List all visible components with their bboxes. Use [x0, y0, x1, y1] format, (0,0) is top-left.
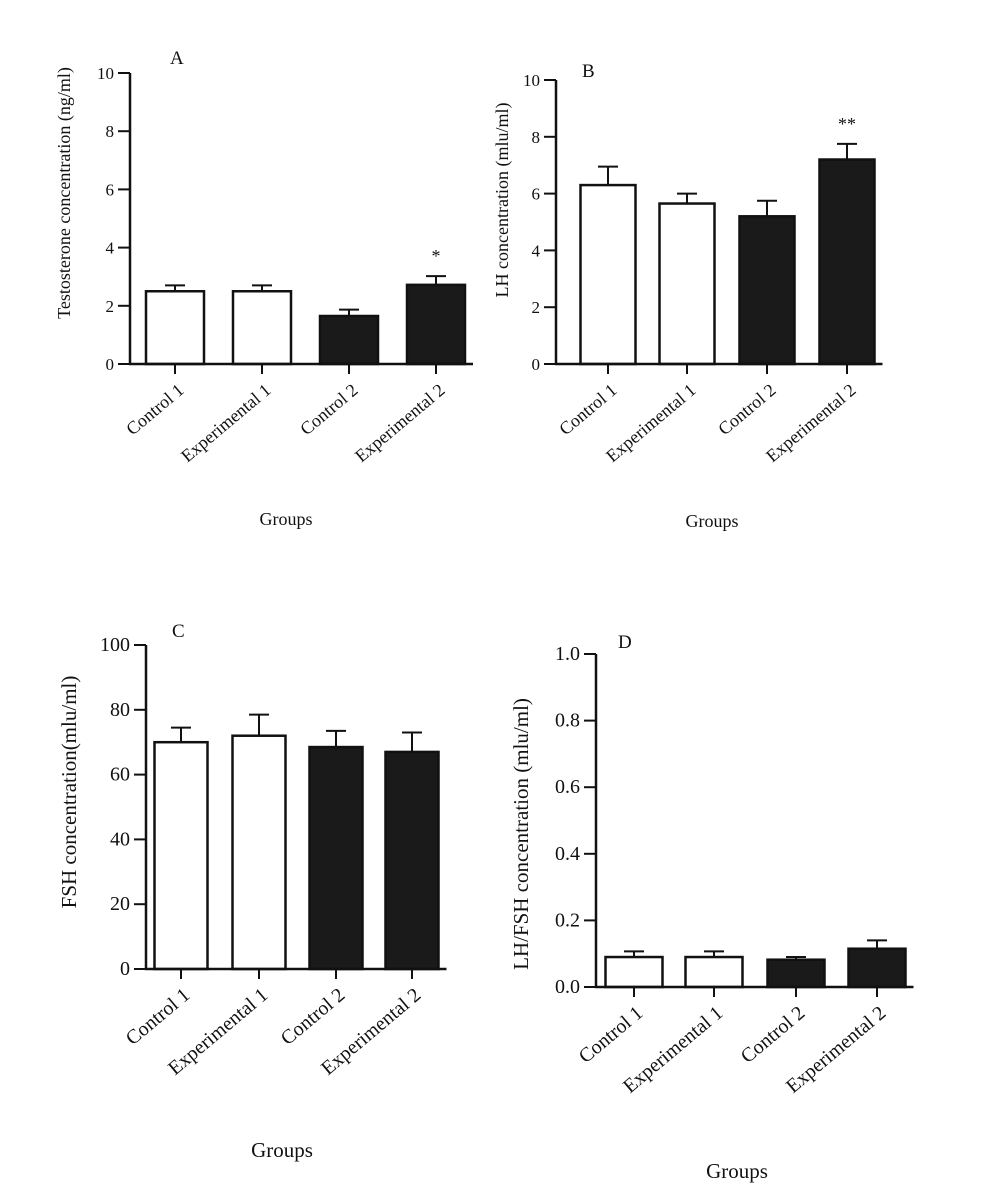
- panel-d-ytick-label: 0.6: [555, 776, 580, 798]
- panel-d-ytick-label: 0.8: [555, 710, 580, 732]
- panel-a-ylabel: Testosterone concentration (ng/ml): [54, 67, 75, 319]
- panel-b-significance-mark: **: [838, 114, 856, 134]
- panel-d-ytick-label: 0.2: [555, 909, 580, 931]
- panel-a-bar: [318, 314, 380, 366]
- panel-c-bar: [308, 745, 364, 971]
- panel-c-bar: [231, 734, 287, 971]
- panel-c-ytick-label: 100: [100, 634, 130, 656]
- panel-a-ytick-label: 6: [106, 180, 115, 199]
- panel-c-xlabel: Groups: [251, 1138, 313, 1162]
- panel-d-ytick-label: 0.4: [555, 843, 580, 865]
- panel-a-category-label: Experimental 1: [177, 380, 274, 466]
- panel-d-xlabel: Groups: [706, 1159, 768, 1183]
- panel-b-ytick-label: 0: [532, 355, 541, 374]
- panel-c-ytick-label: 20: [110, 893, 130, 915]
- panel-b-ytick-label: 8: [532, 128, 541, 147]
- panel-b-xlabel: Groups: [686, 511, 739, 531]
- panel-b-bar: [579, 183, 637, 366]
- panel-a-ytick-label: 8: [106, 122, 115, 141]
- panel-c-category-label: Control 2: [277, 984, 349, 1050]
- panel-b-category-label: Control 1: [555, 380, 620, 439]
- panel-b-bar: [738, 215, 796, 366]
- panel-b-ylabel: LH concentration (mlu/ml): [492, 103, 513, 298]
- panel-d-bar: [766, 958, 826, 989]
- panel-a-xlabel: Groups: [260, 509, 313, 529]
- panel-c-letter: C: [172, 621, 185, 642]
- panel-a-ytick-label: 10: [97, 64, 114, 83]
- panel-a-bar: [405, 283, 467, 366]
- panel-a-significance-mark: *: [432, 246, 441, 266]
- panel-b-bar: [658, 202, 716, 366]
- panel-b-ytick-label: 4: [532, 241, 541, 260]
- panel-c-ytick-label: 80: [110, 699, 130, 721]
- panel-b-ytick-label: 2: [532, 298, 541, 317]
- panel-d-category-label: Control 2: [737, 1002, 809, 1068]
- panel-d-ylabel: LH/FSH concentration (mlu/ml): [509, 698, 533, 970]
- panel-b-ytick-label: 6: [532, 185, 541, 204]
- panel-c-bar: [153, 740, 209, 971]
- panel-c-ylabel: FSH concentration(mlu/ml): [57, 676, 81, 909]
- panel-d-bar: [684, 955, 744, 989]
- panel-a-letter: A: [170, 48, 184, 69]
- panel-b-letter: B: [582, 61, 595, 82]
- panel-d-ytick-label: 1.0: [555, 643, 580, 665]
- panel-c-category-label: Control 1: [122, 984, 194, 1050]
- panel-a-bar: [231, 290, 293, 366]
- panel-a-category-label: Control 1: [122, 380, 187, 439]
- panel-c-ytick-label: 40: [110, 828, 130, 850]
- panel-d-bar: [847, 947, 907, 989]
- panel-d-letter: D: [618, 632, 632, 653]
- panel-d-ytick-label: 0.0: [555, 976, 580, 998]
- panel-b-category-label: Control 2: [714, 380, 779, 439]
- panel-b-ytick-label: 10: [523, 71, 540, 90]
- panel-a-category-label: Experimental 2: [351, 380, 448, 466]
- panel-c-ytick-label: 60: [110, 764, 130, 786]
- panel-d-bar: [604, 955, 664, 989]
- panel-a-category-label: Control 2: [296, 380, 361, 439]
- panel-c-ytick-label: 0: [120, 958, 130, 980]
- panel-b-bar: [818, 158, 876, 366]
- panel-a-ytick-label: 2: [106, 297, 115, 316]
- panel-c-bar: [384, 750, 440, 971]
- panel-a-ytick-label: 0: [106, 355, 115, 374]
- panel-d-category-label: Control 1: [575, 1002, 647, 1068]
- panel-a-bar: [144, 290, 206, 366]
- panel-a-ytick-label: 4: [106, 239, 115, 258]
